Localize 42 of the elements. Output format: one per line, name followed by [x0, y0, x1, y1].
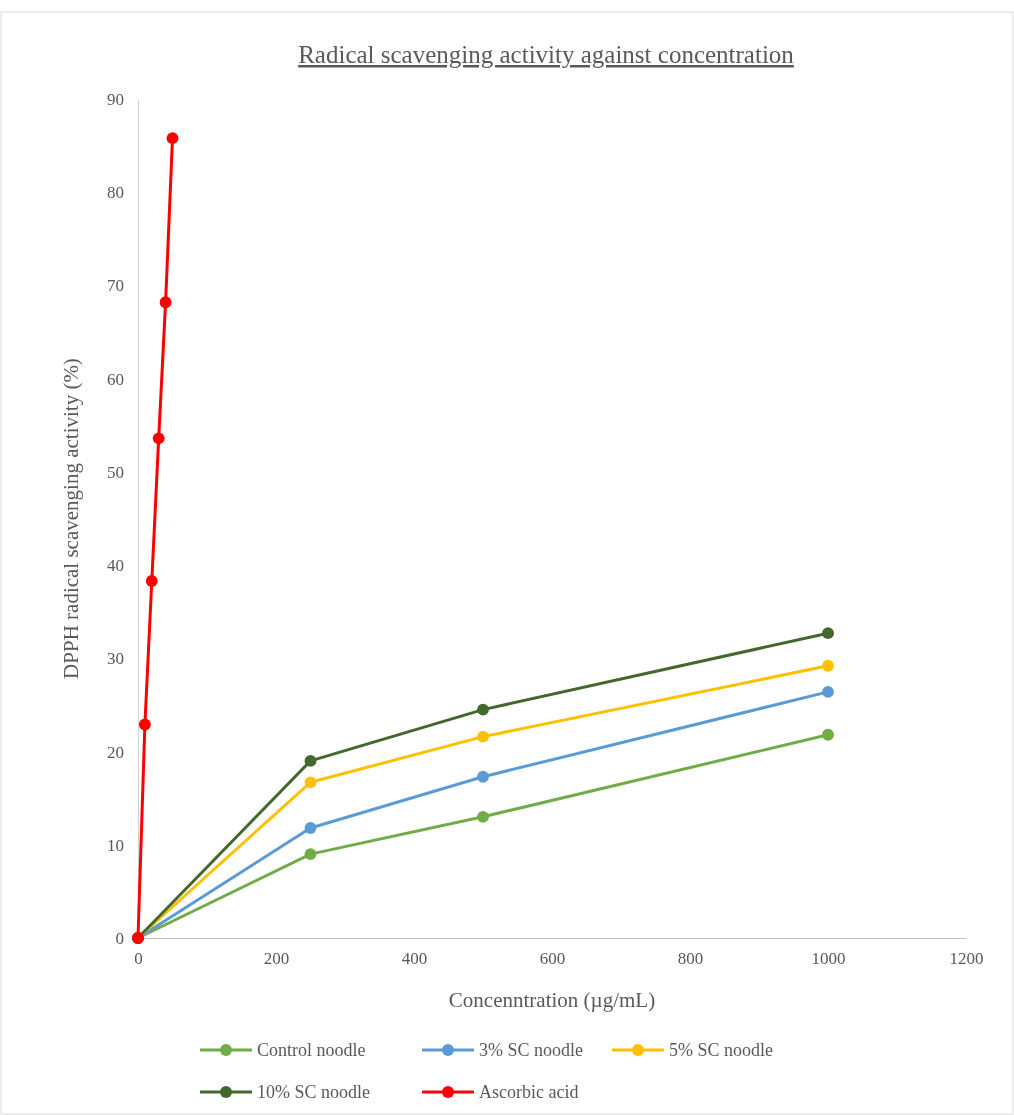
- y-tick-label: 50: [107, 462, 124, 482]
- x-tick-label: 800: [677, 949, 704, 969]
- y-tick-label: 0: [115, 928, 124, 948]
- point: [822, 627, 834, 640]
- y-tick-label: 80: [107, 183, 124, 203]
- x-tick-label: 1200: [949, 949, 984, 969]
- x-axis-title: Concenntration (µg/mL): [448, 988, 656, 1012]
- point: [138, 718, 151, 731]
- point: [477, 730, 489, 743]
- point: [304, 848, 317, 861]
- point: [159, 296, 172, 309]
- point: [152, 432, 165, 445]
- point: [166, 132, 179, 145]
- point: [304, 754, 317, 767]
- y-tick-label: 20: [107, 742, 124, 762]
- legend-label: 5% SC noodle: [669, 1040, 774, 1060]
- point: [145, 575, 158, 587]
- y-tick-label: 40: [107, 556, 124, 576]
- y-axis-title: DPPH radical scavenging activity (%): [59, 358, 83, 679]
- legend-label: 3% SC noodle: [479, 1040, 584, 1060]
- x-tick-label: 1000: [811, 949, 846, 969]
- y-tick-label: 60: [107, 369, 124, 389]
- y-tick-label: 10: [107, 835, 124, 855]
- chart-title: Radical scavenging activity against concentration: [298, 41, 795, 68]
- point: [304, 776, 317, 789]
- point: [304, 822, 317, 834]
- point: [822, 728, 834, 741]
- point: [822, 685, 834, 698]
- x-tick-label: 0: [134, 949, 143, 969]
- point: [822, 659, 834, 672]
- y-tick-label: 30: [107, 649, 124, 669]
- x-tick-label: 400: [401, 949, 428, 969]
- point: [477, 703, 489, 716]
- legend-label: 10% SC noodle: [257, 1082, 371, 1102]
- legend-label: Control noodle: [257, 1040, 366, 1060]
- y-tick-label: 70: [107, 276, 124, 296]
- point: [477, 770, 489, 783]
- x-tick-label: 600: [539, 949, 566, 969]
- y-tick-label: 90: [107, 89, 124, 109]
- legend-label: Ascorbic acid: [479, 1082, 579, 1102]
- x-tick-label: 200: [263, 949, 290, 969]
- point: [477, 810, 489, 823]
